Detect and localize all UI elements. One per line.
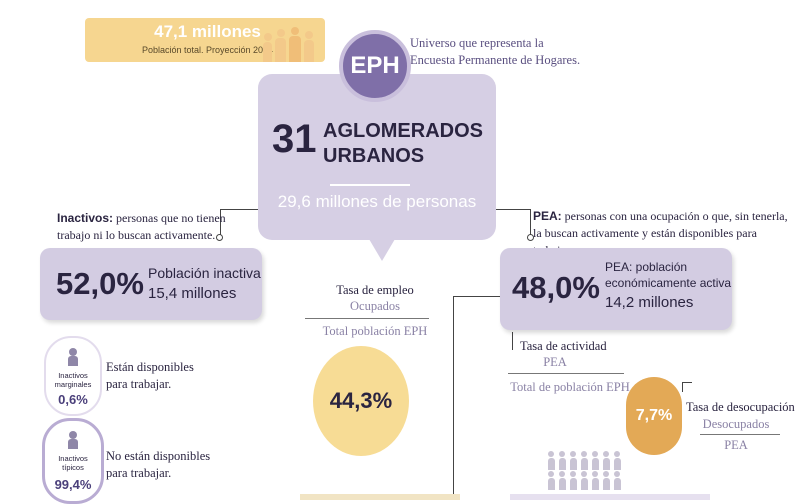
- connector-line: [220, 209, 221, 237]
- person-icon: [548, 471, 555, 490]
- inactivos-percent: 52,0%: [56, 266, 144, 301]
- desocupacion-denominator: PEA: [724, 438, 748, 452]
- person-icon: [548, 451, 555, 470]
- tipicos-percent: 99,4%: [54, 477, 92, 492]
- tipicos-description: No están disponibles para trabajar.: [106, 449, 211, 480]
- fraction-bar: [508, 373, 624, 374]
- connector-line: [496, 209, 530, 210]
- bottom-strip: [300, 494, 460, 500]
- empleo-numerator: Ocupados: [350, 299, 400, 313]
- person-icon: [68, 348, 78, 366]
- connector-dot: [216, 234, 223, 241]
- marginales-percent: 0,6%: [58, 392, 88, 407]
- aglomerados-box-pointer: [369, 239, 395, 261]
- pea-label-line1: PEA: población: [605, 260, 688, 274]
- person-icon: [559, 471, 566, 490]
- empleo-title: Tasa de empleo: [336, 283, 414, 297]
- total-persons: 29,6 millones de personas: [277, 192, 477, 211]
- desocupacion-numerator: Desocupados: [702, 417, 770, 431]
- person-icon: [603, 451, 610, 470]
- inactivos-box: [40, 248, 262, 320]
- marginales-name-line2: marginales: [54, 380, 92, 389]
- person-icon: [570, 451, 577, 470]
- person-icon: [603, 471, 610, 490]
- connector-line: [530, 209, 531, 237]
- person-icon: [68, 431, 78, 449]
- pea-box: [500, 248, 732, 330]
- actividad-numerator: PEA: [543, 355, 567, 369]
- pea-count: 14,2 millones: [605, 294, 694, 311]
- connector-line: [220, 209, 258, 210]
- aglomerados-number: 31: [272, 117, 317, 161]
- pea-term: PEA:: [533, 209, 562, 223]
- tipicos-name-line1: Inactivos: [58, 454, 88, 463]
- inactivos-label: Población inactiva: [148, 265, 261, 281]
- person-icon: [592, 471, 599, 490]
- aglomerados-title-line2: URBANOS: [323, 145, 425, 167]
- pea-percent: 48,0%: [512, 270, 600, 305]
- empleo-value: 44,3%: [313, 346, 409, 456]
- empleo-denominator: Total población EPH: [322, 324, 428, 338]
- divider: [330, 184, 410, 186]
- person-icon: [614, 451, 621, 470]
- inactivos-definition: Inactivos: personas que no tienen trabaj…: [57, 210, 232, 244]
- eph-badge: EPH: [339, 30, 411, 102]
- people-icon-grid: [548, 450, 624, 494]
- connector-line: [682, 382, 683, 392]
- population-caption: Población total. Proyección 2024: [141, 45, 274, 55]
- connector-line: [512, 332, 513, 350]
- bottom-strip: [510, 494, 710, 500]
- tipicos-badge: Inactivos típicos 99,4%: [42, 418, 104, 504]
- connector-line: [682, 382, 692, 383]
- inactivos-count: 15,4 millones: [148, 285, 237, 302]
- eph-description: Universo que representa la Encuesta Perm…: [410, 36, 581, 67]
- desocupacion-title: Tasa de desocupación: [686, 400, 795, 414]
- population-badge: 47,1 millones Población total. Proyecció…: [85, 18, 325, 62]
- person-icon: [581, 451, 588, 470]
- inactivos-definition-text: personas que no tienen trabajo ni lo bus…: [57, 211, 226, 242]
- desocupacion-value: 7,7%: [626, 377, 682, 455]
- actividad-title: Tasa de actividad: [520, 339, 607, 353]
- actividad-denominator: Total de población EPH: [510, 380, 630, 394]
- person-icon: [581, 471, 588, 490]
- population-value: 47,1 millones: [154, 22, 261, 41]
- fraction-bar: [305, 318, 429, 319]
- connector-line: [453, 296, 500, 297]
- aglomerados-title-line1: AGLOMERADOS: [323, 120, 483, 142]
- person-icon: [570, 471, 577, 490]
- person-icon: [592, 451, 599, 470]
- inactivos-term: Inactivos:: [57, 211, 114, 225]
- pea-label-line2: económicamente activa: [605, 276, 732, 290]
- people-icon: [263, 27, 323, 62]
- connector-line: [453, 296, 454, 500]
- marginales-description: Están disponibles para trabajar.: [106, 360, 194, 391]
- tipicos-name-line2: típicos: [62, 463, 84, 472]
- marginales-name-line1: Inactivos: [58, 371, 88, 380]
- marginales-badge: Inactivos marginales 0,6%: [44, 336, 102, 416]
- person-icon: [614, 471, 621, 490]
- connector-dot: [527, 234, 534, 241]
- fraction-bar: [700, 434, 780, 435]
- person-icon: [559, 451, 566, 470]
